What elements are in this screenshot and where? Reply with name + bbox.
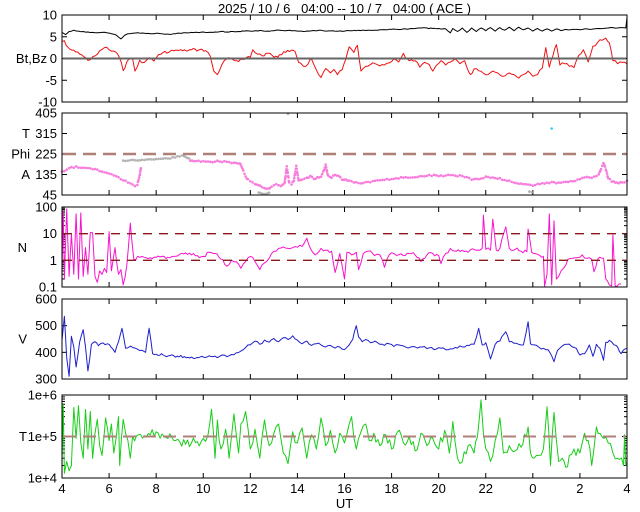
y-tick-label: 5 [50,29,57,44]
x-tick-label: 2 [576,481,583,496]
panel-temperature: 1e+6 1e+5 1e+4 T [19,388,628,486]
y-tick-label: 45 [43,188,57,203]
x-tick-label: 22 [479,481,493,496]
series-outlier-dots [550,127,553,130]
panel-frame [61,112,628,196]
y-tick-label: 10 [43,8,57,23]
y-tick-label: 405 [35,106,57,121]
panel-label-n: N [18,240,27,255]
x-tick-label: 4 [58,481,65,496]
panel-density: 100 10 1 0.1 N [18,200,628,295]
y-tick-label: 1 [50,253,57,268]
panel-bt-bz: 10 5 0 -5 -10 Bt,Bz [16,8,628,110]
y-tick-label: 10 [43,226,57,241]
y-tick-label: 225 [35,147,57,162]
y-tick-label: 0.1 [39,280,57,295]
x-tick-label: 8 [153,481,160,496]
panel-label-t: T [22,126,30,141]
y-tick-label: -10 [38,95,57,110]
y-tick-label: 400 [35,345,57,360]
panel-label-phi: Phi [11,147,30,162]
series-t-line [61,399,628,474]
panel-label-t: T [19,429,27,444]
panel-frame [61,206,628,288]
y-tick-label: 100 [35,200,57,215]
y-tick-label: 500 [35,318,57,333]
x-tick-label: 6 [105,481,112,496]
x-tick-label: 4 [623,481,630,496]
plot-title: 2025 / 10 / 6 04:00 -- 10 / 7 04:00 ( AC… [218,1,471,16]
x-tick-label: 20 [431,481,445,496]
series-bt-line [61,17,628,40]
series-phi-gray-dots [121,112,533,196]
y-tick-label: 315 [35,126,57,141]
y-tick-label: -5 [45,73,57,88]
panel-frame [61,14,628,103]
panel-frame [61,298,628,380]
y-tick-label: 1e+5 [28,429,57,444]
y-tick-label: 0 [50,51,57,66]
x-tick-label: 18 [384,481,398,496]
y-tick-label: 300 [35,372,57,387]
y-tick-label: 1e+6 [28,388,57,403]
panel-label-v: V [18,332,27,347]
y-tick-label: 135 [35,167,57,182]
panel-frame [61,394,628,479]
panel-label-a: A [21,167,30,182]
panel-speed: 600 500 400 300 V [18,292,628,387]
panel-label-btbz: Bt,Bz [16,51,47,66]
x-axis-title: UT [335,496,354,511]
panel-phi: 405 315 225 135 45 T Phi A [11,106,629,203]
series-n-line [61,208,622,287]
x-tick-label: 16 [337,481,351,496]
x-tick-label: 12 [243,481,257,496]
x-tick-label: 0 [529,481,536,496]
series-phi-dots [60,159,629,190]
y-tick-label: 1e+4 [28,471,57,486]
x-tick-label: 10 [196,481,210,496]
y-tick-label: 600 [35,292,57,307]
series-v-line [61,315,628,377]
series-bz-line [61,37,628,79]
x-tick-label: 14 [290,481,304,496]
x-axis-tick-labels: 4 6 8 10 12 14 16 18 20 22 0 2 4 [58,481,630,496]
